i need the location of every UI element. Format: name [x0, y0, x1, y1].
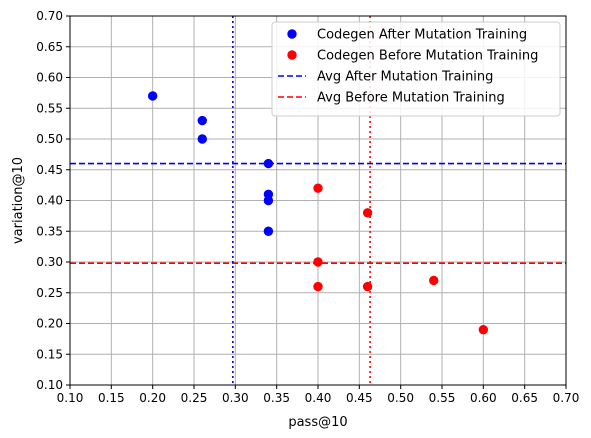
data-point — [313, 281, 323, 292]
y-tick-label: 0.55 — [36, 101, 63, 115]
data-point — [313, 257, 323, 267]
y-tick-label: 0.45 — [36, 163, 63, 177]
legend-label: Codegen After Mutation Training — [317, 28, 527, 43]
y-tick-label: 0.15 — [36, 347, 63, 361]
data-point — [313, 183, 323, 193]
y-tick-label: 0.40 — [36, 194, 63, 208]
x-tick-label: 0.30 — [222, 391, 249, 405]
x-axis-label: pass@10 — [288, 415, 347, 430]
y-tick-label: 0.65 — [36, 40, 63, 54]
data-point — [263, 195, 274, 206]
y-axis-label: variation@10 — [11, 157, 26, 244]
data-points — [147, 91, 489, 335]
y-tick-label: 0.35 — [36, 224, 63, 238]
data-point — [147, 91, 158, 101]
legend-marker — [287, 29, 297, 39]
legend-label: Codegen Before Mutation Training — [317, 49, 538, 64]
x-tick-label: 0.15 — [98, 391, 125, 405]
y-tick-label: 0.70 — [36, 9, 63, 23]
legend-marker — [287, 50, 297, 60]
data-point — [263, 158, 274, 169]
legend: Codegen After Mutation Training Codegen B… — [271, 21, 561, 117]
x-tick-label: 0.50 — [387, 391, 414, 405]
x-tick-label: 0.65 — [511, 391, 538, 405]
x-tick-label: 0.20 — [139, 391, 166, 405]
y-tick-label: 0.25 — [36, 286, 63, 300]
x-tick-label: 0.55 — [429, 391, 456, 405]
legend-box — [271, 21, 561, 117]
data-point — [429, 275, 439, 286]
y-tick-label: 0.50 — [36, 132, 63, 146]
x-tick-label: 0.45 — [346, 391, 373, 405]
legend-label: Avg After Mutation Training — [317, 70, 493, 85]
x-tick-label: 0.40 — [305, 391, 332, 405]
data-point — [478, 324, 489, 335]
data-point — [197, 134, 207, 144]
x-tick-label: 0.60 — [470, 391, 497, 405]
x-tick-label: 0.35 — [263, 391, 290, 405]
x-tick-label: 0.25 — [181, 391, 208, 405]
data-point — [197, 115, 207, 126]
y-tick-label: 0.20 — [36, 317, 63, 331]
legend-label: Avg Before Mutation Training — [317, 91, 505, 106]
data-point — [362, 208, 373, 218]
y-tick-label: 0.60 — [36, 71, 63, 85]
data-point — [362, 281, 373, 292]
x-tick-label: 0.10 — [57, 391, 84, 405]
x-tick-label: 0.70 — [553, 391, 580, 405]
data-point — [263, 226, 274, 236]
y-tick-label: 0.10 — [36, 378, 63, 392]
axis-ticks: 0.10 0.15 0.20 0.25 0.30 0.35 0.40 0.45 0.50 0.55… — [36, 9, 579, 405]
y-tick-label: 0.30 — [36, 255, 63, 269]
